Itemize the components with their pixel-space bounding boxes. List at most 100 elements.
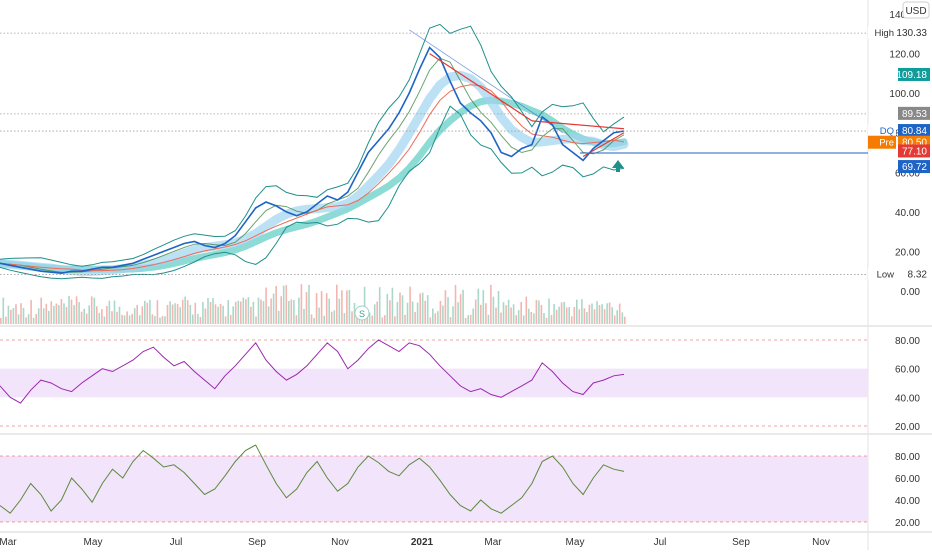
volume-bar bbox=[27, 314, 30, 324]
trendline bbox=[582, 132, 625, 157]
volume-bar bbox=[184, 296, 186, 324]
volume-bar bbox=[396, 301, 399, 324]
volume-bar bbox=[482, 290, 485, 324]
volume-bar bbox=[161, 316, 164, 324]
oscillator-panel: 80.00 60.00 40.00 20.00 bbox=[0, 444, 920, 529]
volume-bar bbox=[0, 318, 2, 324]
volume-bar bbox=[510, 307, 512, 324]
volume-bar bbox=[603, 309, 606, 324]
volume-bar bbox=[88, 305, 90, 324]
volume-bar bbox=[17, 314, 20, 324]
volume-bar bbox=[618, 303, 621, 324]
volume-bar bbox=[219, 303, 222, 324]
volume-bar bbox=[581, 299, 583, 324]
volume-bar bbox=[93, 297, 96, 324]
volume-badge-label: S bbox=[359, 309, 365, 319]
volume-bar bbox=[421, 292, 424, 324]
volume-bar bbox=[459, 294, 462, 324]
volume-bar bbox=[576, 299, 578, 324]
price-label-value: 109.18 bbox=[896, 70, 927, 81]
price-tick-label: 40.00 bbox=[895, 208, 920, 219]
trendline bbox=[531, 120, 625, 130]
volume-bar bbox=[583, 308, 586, 324]
volume-bar bbox=[80, 311, 83, 324]
volume-bar bbox=[432, 308, 434, 324]
volume-bar bbox=[591, 303, 593, 324]
volume-bar bbox=[608, 302, 611, 324]
volume-bar bbox=[474, 299, 477, 324]
slow-ribbon bbox=[0, 96, 628, 273]
volume-bar bbox=[558, 306, 560, 324]
volume-bar bbox=[497, 291, 500, 324]
volume-histogram: S bbox=[0, 284, 626, 324]
volume-bar bbox=[277, 310, 280, 324]
price-tick-label: 20.00 bbox=[895, 247, 920, 258]
volume-bar bbox=[5, 316, 7, 324]
volume-bar bbox=[495, 307, 497, 324]
volume-bar bbox=[346, 290, 348, 324]
volume-bar bbox=[573, 307, 576, 324]
volume-bar bbox=[96, 306, 98, 324]
volume-bar bbox=[179, 307, 181, 324]
volume-bar bbox=[560, 302, 563, 324]
volume-bar bbox=[197, 313, 199, 324]
volume-bar bbox=[419, 293, 421, 324]
volume-bar bbox=[520, 301, 522, 324]
volume-bar bbox=[106, 306, 108, 324]
price-label-value: 77.10 bbox=[902, 146, 927, 157]
ema-fast-line bbox=[0, 57, 625, 273]
volume-bar bbox=[303, 308, 305, 324]
volume-bar bbox=[333, 310, 336, 324]
price-label-bg bbox=[898, 67, 930, 81]
price-line-layer bbox=[0, 46, 625, 275]
volume-bar bbox=[512, 304, 515, 324]
volume-bar bbox=[30, 299, 32, 324]
volume-bar bbox=[232, 306, 234, 324]
volume-bar bbox=[533, 313, 535, 324]
volume-bar bbox=[90, 296, 93, 324]
volume-bar bbox=[48, 310, 50, 324]
volume-bar bbox=[555, 309, 558, 324]
volume-bar bbox=[85, 313, 88, 324]
volume-bar bbox=[159, 317, 161, 324]
volume-badge-icon bbox=[354, 305, 370, 321]
volume-bar bbox=[492, 296, 495, 324]
volume-bar bbox=[68, 296, 70, 324]
price-label-bg bbox=[898, 267, 930, 281]
price-tick-label: 100.00 bbox=[889, 89, 920, 100]
time-tick-label: May bbox=[566, 537, 585, 548]
volume-bar bbox=[394, 316, 396, 324]
volume-bar bbox=[325, 293, 328, 324]
price-label-value: 80.50 bbox=[902, 138, 927, 149]
time-tick-label: May bbox=[84, 537, 103, 548]
volume-bar bbox=[485, 303, 487, 324]
volume-bar bbox=[15, 304, 17, 324]
volume-bar bbox=[255, 316, 257, 324]
volume-bar bbox=[505, 305, 507, 324]
volume-bar bbox=[464, 318, 467, 324]
volume-bar bbox=[227, 300, 229, 324]
volume-bar bbox=[123, 315, 126, 324]
volume-bar bbox=[540, 305, 543, 324]
volume-bar bbox=[384, 315, 386, 324]
volume-bar bbox=[267, 306, 270, 324]
volume-bar bbox=[328, 298, 330, 324]
moving-averages bbox=[0, 57, 625, 273]
indicator-line bbox=[0, 339, 625, 404]
volume-bar bbox=[449, 317, 452, 324]
time-tick-label: Nov bbox=[812, 537, 830, 548]
time-tick-label: Sep bbox=[732, 537, 750, 548]
volume-bar bbox=[538, 300, 540, 324]
volume-bar bbox=[305, 292, 308, 324]
volume-bar bbox=[65, 306, 68, 324]
volume-bar bbox=[169, 301, 171, 324]
volume-bar bbox=[138, 315, 141, 324]
volume-bar bbox=[25, 317, 27, 324]
volume-bar bbox=[217, 306, 219, 324]
volume-bar bbox=[146, 302, 149, 324]
volume-bar bbox=[32, 317, 35, 324]
volume-bar bbox=[611, 307, 613, 324]
